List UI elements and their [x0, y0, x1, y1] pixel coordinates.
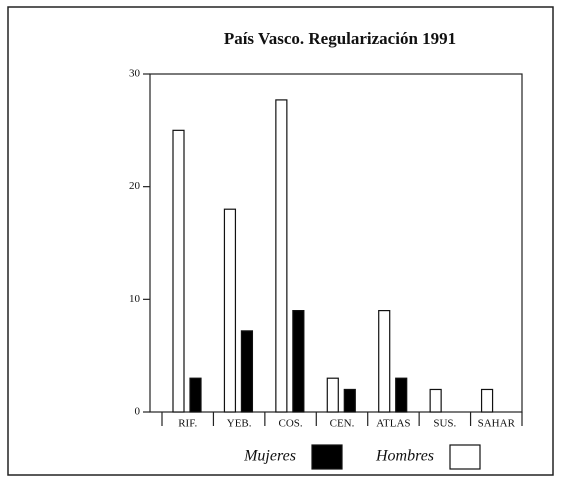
x-tick-label: CEN. [330, 418, 355, 430]
legend-label: Hombres [375, 448, 434, 465]
bar [172, 129, 185, 413]
bar [275, 99, 288, 413]
legend-swatch [449, 444, 481, 470]
plot-frame [149, 73, 523, 413]
frame [7, 6, 554, 476]
bar [343, 388, 356, 413]
bar [292, 310, 305, 413]
bar [326, 377, 339, 413]
legend-label: Mujeres [243, 448, 296, 465]
y-tick-label: 0 [135, 406, 141, 418]
bar [240, 330, 254, 413]
x-tick-label: RIF. [178, 418, 197, 430]
chart-title: País Vasco. Regularización 1991 [224, 29, 456, 48]
x-tick-label: ATLAS [376, 418, 410, 430]
x-tick-label: YEB. [227, 418, 252, 430]
bar [189, 377, 202, 413]
x-tick-label: SUS. [433, 418, 456, 430]
x-tick-label: SAHAR [478, 418, 516, 430]
y-tick-label: 20 [129, 180, 141, 192]
bar [378, 310, 391, 413]
bar [480, 388, 494, 413]
bar [429, 388, 442, 413]
bar [223, 208, 237, 413]
y-tick-label: 10 [129, 293, 141, 305]
legend-swatch [311, 444, 343, 470]
y-tick-label: 30 [129, 68, 141, 80]
bar [395, 377, 408, 413]
x-tick-label: COS. [278, 418, 302, 430]
